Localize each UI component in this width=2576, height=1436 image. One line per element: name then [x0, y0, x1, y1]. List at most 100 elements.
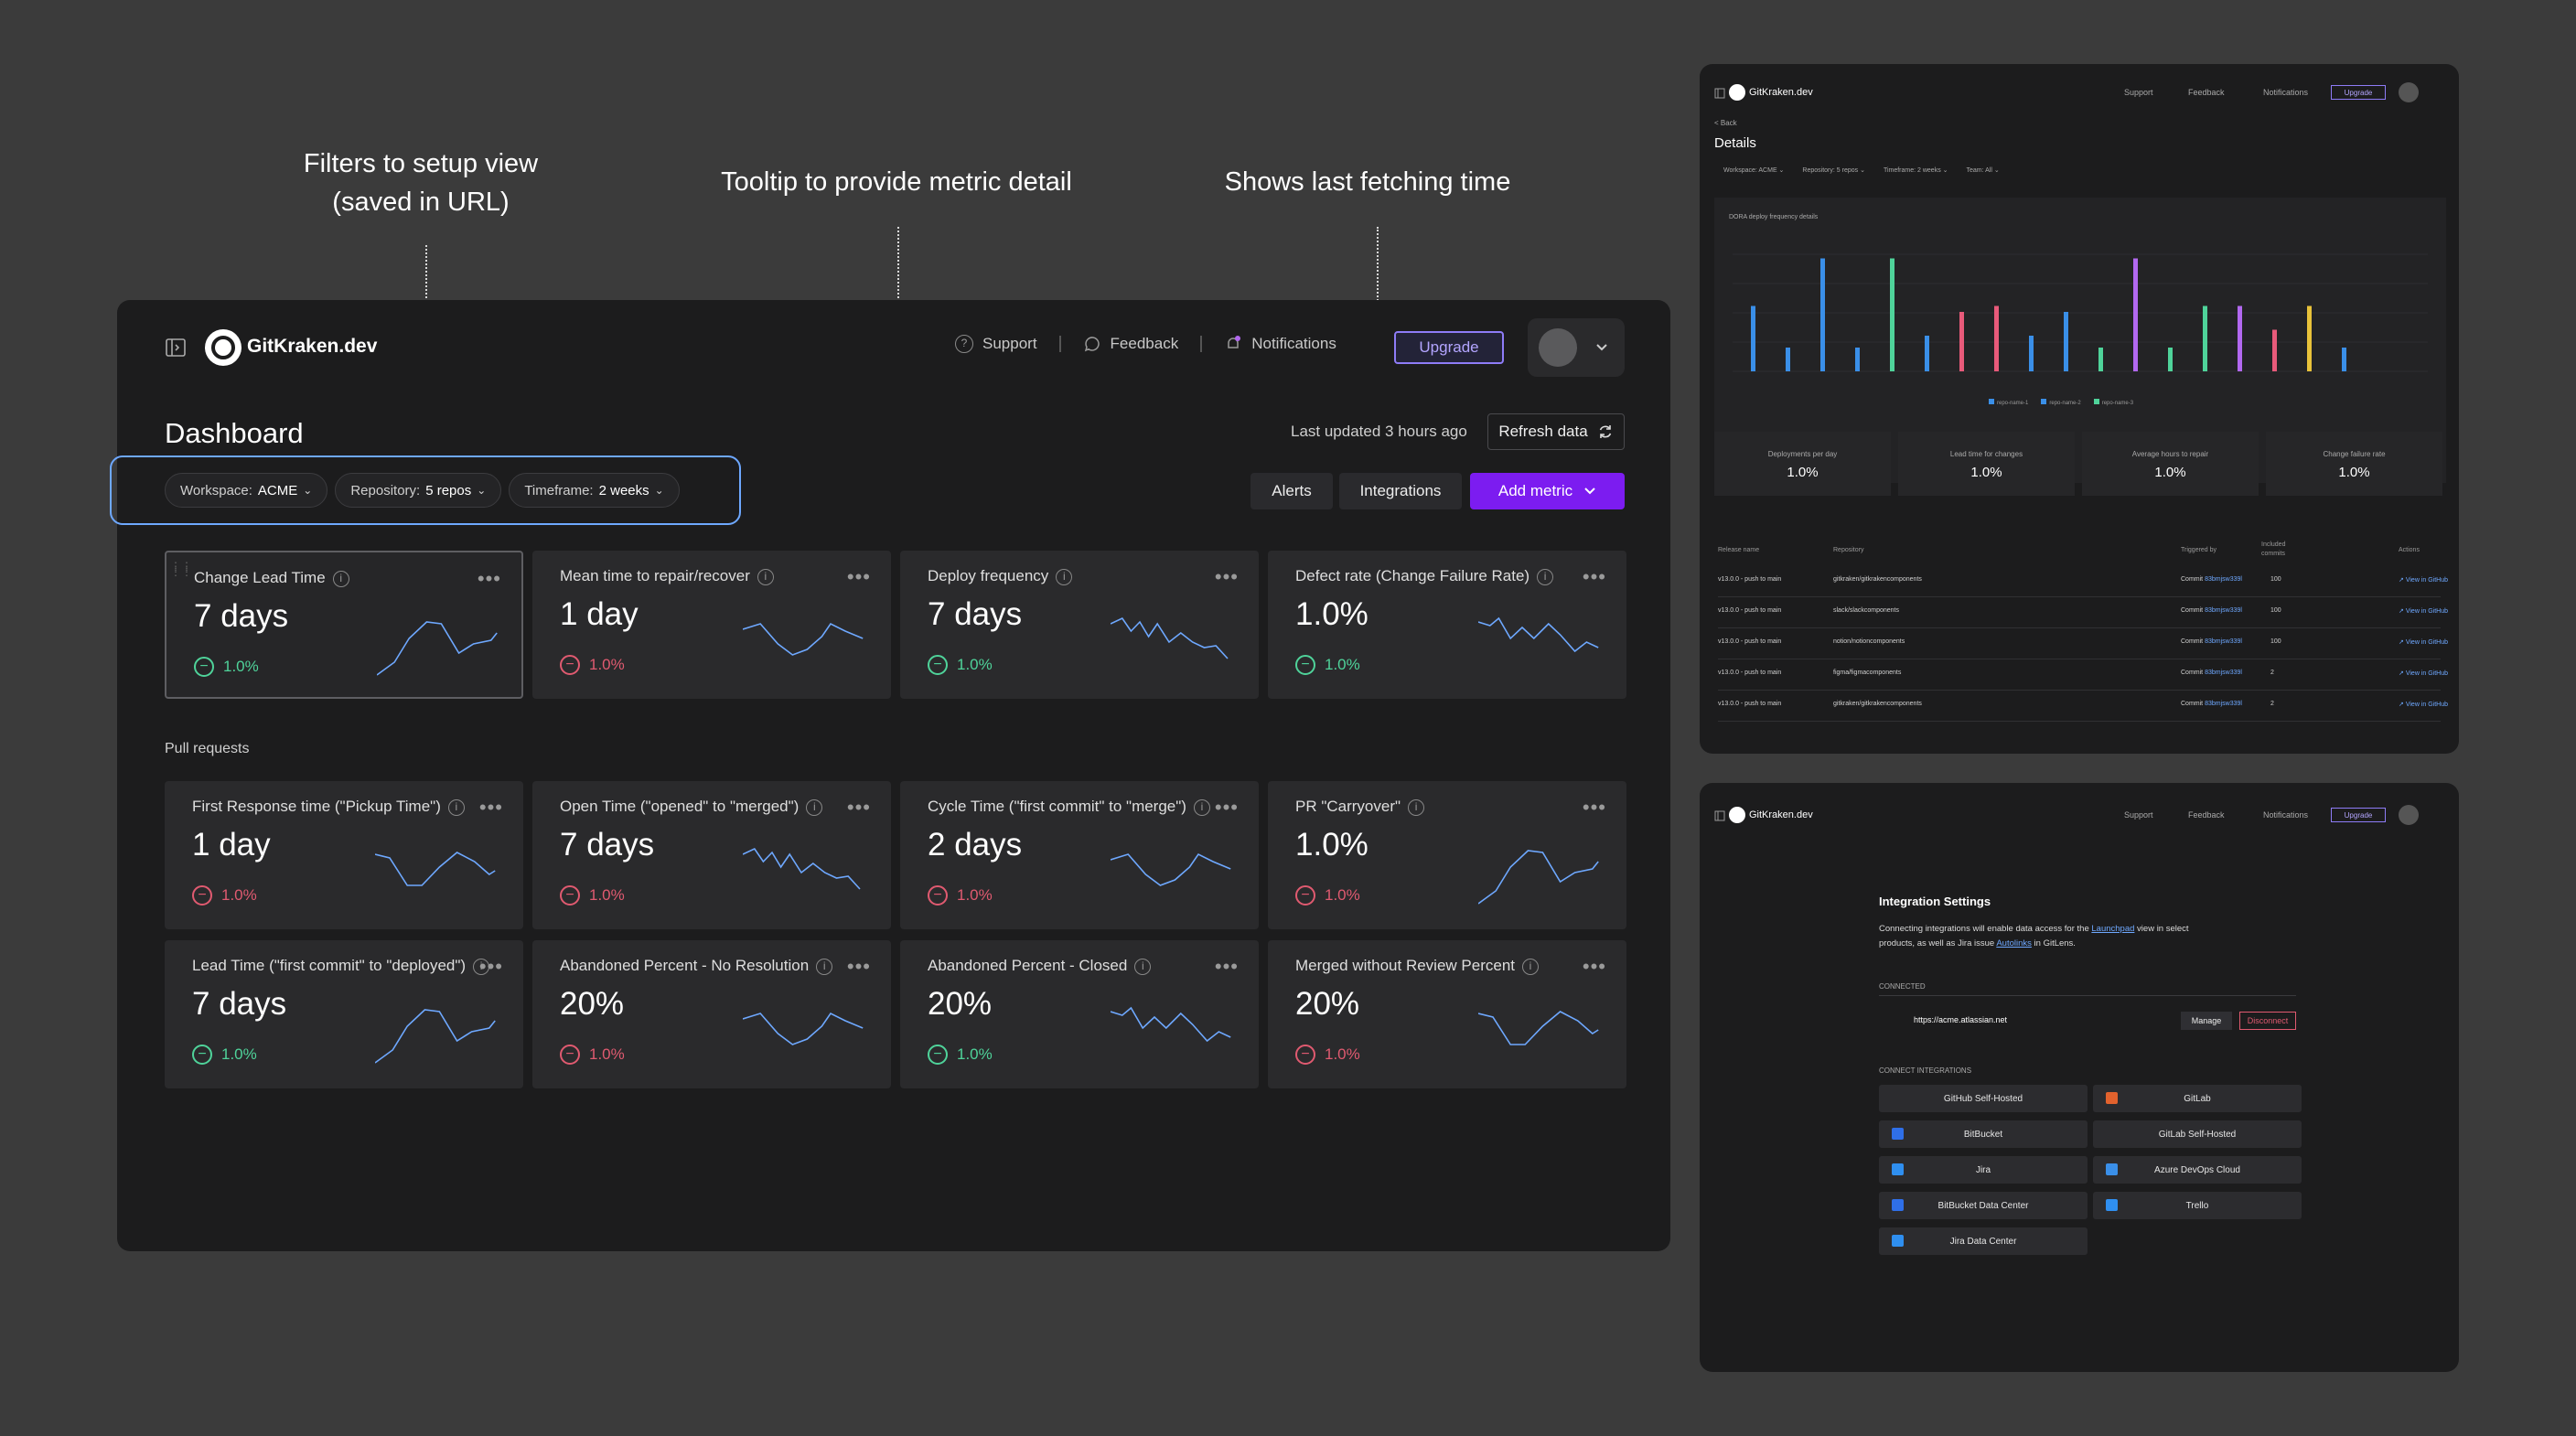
more-options-icon[interactable]: •••	[846, 955, 871, 978]
back-link[interactable]: < Back	[1714, 119, 1737, 127]
commit-link[interactable]: 83bmjsw339l	[2205, 638, 2242, 645]
col-repository[interactable]: Repository	[1833, 547, 1864, 553]
info-icon[interactable]: i	[816, 958, 833, 975]
metric-card[interactable]: Deploy frequency i ••• 7 days −1.0%	[900, 551, 1259, 699]
integration-bitbucket[interactable]: BitBucket	[1879, 1120, 2088, 1148]
chart-bar[interactable]	[2098, 348, 2103, 371]
chart-bar[interactable]	[2029, 336, 2034, 371]
metric-card[interactable]: ⋮⋮ ⋮⋮ Change Lead Time i ••• 7 days −1.0%	[165, 551, 523, 699]
chart-bar[interactable]	[1925, 336, 1929, 371]
workspace-filter[interactable]: Workspace: ACME ⌄	[1723, 167, 1785, 174]
team-filter[interactable]: Team: All ⌄	[1966, 167, 2000, 174]
integrations-button[interactable]: Integrations	[1339, 473, 1462, 509]
commit-link[interactable]: 83bmjsw339l	[2205, 576, 2242, 583]
chart-bar[interactable]	[2272, 329, 2277, 372]
more-options-icon[interactable]: •••	[1582, 796, 1606, 819]
support-link[interactable]: ? Support	[955, 335, 1037, 353]
metric-card[interactable]: Lead Time ("first commit" to "deployed")…	[165, 940, 523, 1088]
info-icon[interactable]: i	[332, 570, 349, 587]
more-options-icon[interactable]: •••	[1214, 955, 1239, 978]
integration-github-self-hosted[interactable]: GitHub Self-Hosted	[1879, 1085, 2088, 1112]
info-icon[interactable]: i	[473, 958, 490, 975]
refresh-data-button[interactable]: Refresh data	[1487, 413, 1625, 450]
repository-filter[interactable]: Repository: 5 repos ⌄	[335, 473, 502, 508]
chart-bar[interactable]	[2203, 305, 2207, 372]
metric-card[interactable]: Abandoned Percent - No Resolution i ••• 20%…	[532, 940, 891, 1088]
upgrade-button[interactable]: Upgrade	[2331, 808, 2386, 822]
info-icon[interactable]: i	[447, 798, 465, 816]
metric-card[interactable]: Abandoned Percent - Closed i ••• 20% −1.0%	[900, 940, 1259, 1088]
view-in-github-link[interactable]: ↗ View in GitHub	[2399, 670, 2448, 677]
more-options-icon[interactable]: •••	[477, 567, 501, 590]
more-options-icon[interactable]: •••	[846, 565, 871, 588]
notifications-link[interactable]: Notifications	[1224, 335, 1336, 353]
account-menu[interactable]	[1528, 318, 1625, 377]
manage-button[interactable]: Manage	[2181, 1012, 2232, 1030]
more-options-icon[interactable]: •••	[478, 796, 503, 819]
view-in-github-link[interactable]: ↗ View in GitHub	[2399, 639, 2448, 646]
repository-filter[interactable]: Repository: 5 repos ⌄	[1802, 167, 1865, 174]
integration-gitlab-self-hosted[interactable]: GitLab Self-Hosted	[2093, 1120, 2302, 1148]
chart-bar[interactable]	[2168, 348, 2173, 371]
sidebar-toggle-icon[interactable]	[1714, 88, 1725, 99]
info-icon[interactable]: i	[1537, 568, 1554, 585]
chart-bar[interactable]	[1820, 258, 1825, 372]
table-row[interactable]: v13.0.0 - push to main gitkraken/gitkrake…	[1718, 701, 2448, 722]
alerts-button[interactable]: Alerts	[1250, 473, 1333, 509]
integration-bitbucket-data-center[interactable]: BitBucket Data Center	[1879, 1192, 2088, 1219]
metric-card[interactable]: Defect rate (Change Failure Rate) i ••• 1.0…	[1268, 551, 1626, 699]
sidebar-toggle-icon[interactable]	[165, 337, 187, 359]
col-release[interactable]: Release name	[1718, 547, 1760, 553]
chart-bar[interactable]	[2342, 348, 2346, 371]
chart-bar[interactable]	[2307, 305, 2312, 372]
more-options-icon[interactable]: •••	[846, 796, 871, 819]
metric-card[interactable]: Mean time to repair/recover i ••• 1 day −1.0…	[532, 551, 891, 699]
metric-card[interactable]: Open Time ("opened" to "merged") i ••• 7 da…	[532, 781, 891, 929]
upgrade-button[interactable]: Upgrade	[1394, 331, 1504, 364]
metric-card[interactable]: First Response time ("Pickup Time") i ••• 1…	[165, 781, 523, 929]
integration-jira-data-center[interactable]: Jira Data Center	[1879, 1227, 2088, 1255]
chart-bar[interactable]	[1786, 348, 1790, 371]
chart-bar[interactable]	[1855, 348, 1860, 371]
feedback-link[interactable]: Feedback	[2188, 88, 2225, 97]
chart-bar[interactable]	[2238, 305, 2242, 372]
chart-bar[interactable]	[2064, 312, 2068, 371]
more-options-icon[interactable]: •••	[1214, 796, 1239, 819]
avatar[interactable]	[2399, 805, 2419, 825]
table-row[interactable]: v13.0.0 - push to main slack/slackcompone…	[1718, 607, 2448, 628]
metric-card[interactable]: PR "Carryover" i ••• 1.0% −1.0%	[1268, 781, 1626, 929]
more-options-icon[interactable]: •••	[1582, 565, 1606, 588]
notifications-link[interactable]: Notifications	[2263, 810, 2309, 820]
launchpad-link[interactable]: Launchpad	[2091, 924, 2135, 934]
chart-bar[interactable]	[1751, 305, 1755, 372]
view-in-github-link[interactable]: ↗ View in GitHub	[2399, 577, 2448, 584]
integration-jira[interactable]: Jira	[1879, 1156, 2088, 1184]
col-triggered[interactable]: Triggered by	[2181, 547, 2217, 553]
more-options-icon[interactable]: •••	[478, 955, 503, 978]
view-in-github-link[interactable]: ↗ View in GitHub	[2399, 702, 2448, 708]
integration-trello[interactable]: Trello	[2093, 1192, 2302, 1219]
info-icon[interactable]: i	[1193, 798, 1210, 816]
commit-link[interactable]: 83bmjsw339l	[2205, 607, 2242, 614]
info-icon[interactable]: i	[1408, 798, 1425, 816]
chart-bar[interactable]	[1959, 312, 1964, 371]
metric-card[interactable]: Merged without Review Percent i ••• 20% −1.0…	[1268, 940, 1626, 1088]
timeframe-filter[interactable]: Timeframe: 2 weeks ⌄	[1883, 167, 1948, 174]
drag-handle-icon[interactable]: ⋮⋮ ⋮⋮	[170, 560, 192, 578]
avatar[interactable]	[2399, 82, 2419, 102]
metric-card[interactable]: Cycle Time ("first commit" to "merge") i •…	[900, 781, 1259, 929]
info-icon[interactable]: i	[1134, 958, 1152, 975]
integration-azure-devops-cloud[interactable]: Azure DevOps Cloud	[2093, 1156, 2302, 1184]
more-options-icon[interactable]: •••	[1214, 565, 1239, 588]
feedback-link[interactable]: Feedback	[2188, 810, 2225, 820]
add-metric-button[interactable]: Add metric	[1470, 473, 1625, 509]
support-link[interactable]: Support	[2124, 810, 2153, 820]
chart-bar[interactable]	[2133, 258, 2138, 372]
info-icon[interactable]: i	[1522, 958, 1540, 975]
chart-bar[interactable]	[1994, 305, 1999, 372]
timeframe-filter[interactable]: Timeframe: 2 weeks ⌄	[509, 473, 680, 508]
support-link[interactable]: Support	[2124, 88, 2153, 97]
table-row[interactable]: v13.0.0 - push to main gitkraken/gitkrake…	[1718, 576, 2448, 597]
upgrade-button[interactable]: Upgrade	[2331, 85, 2386, 100]
integration-gitlab[interactable]: GitLab	[2093, 1085, 2302, 1112]
